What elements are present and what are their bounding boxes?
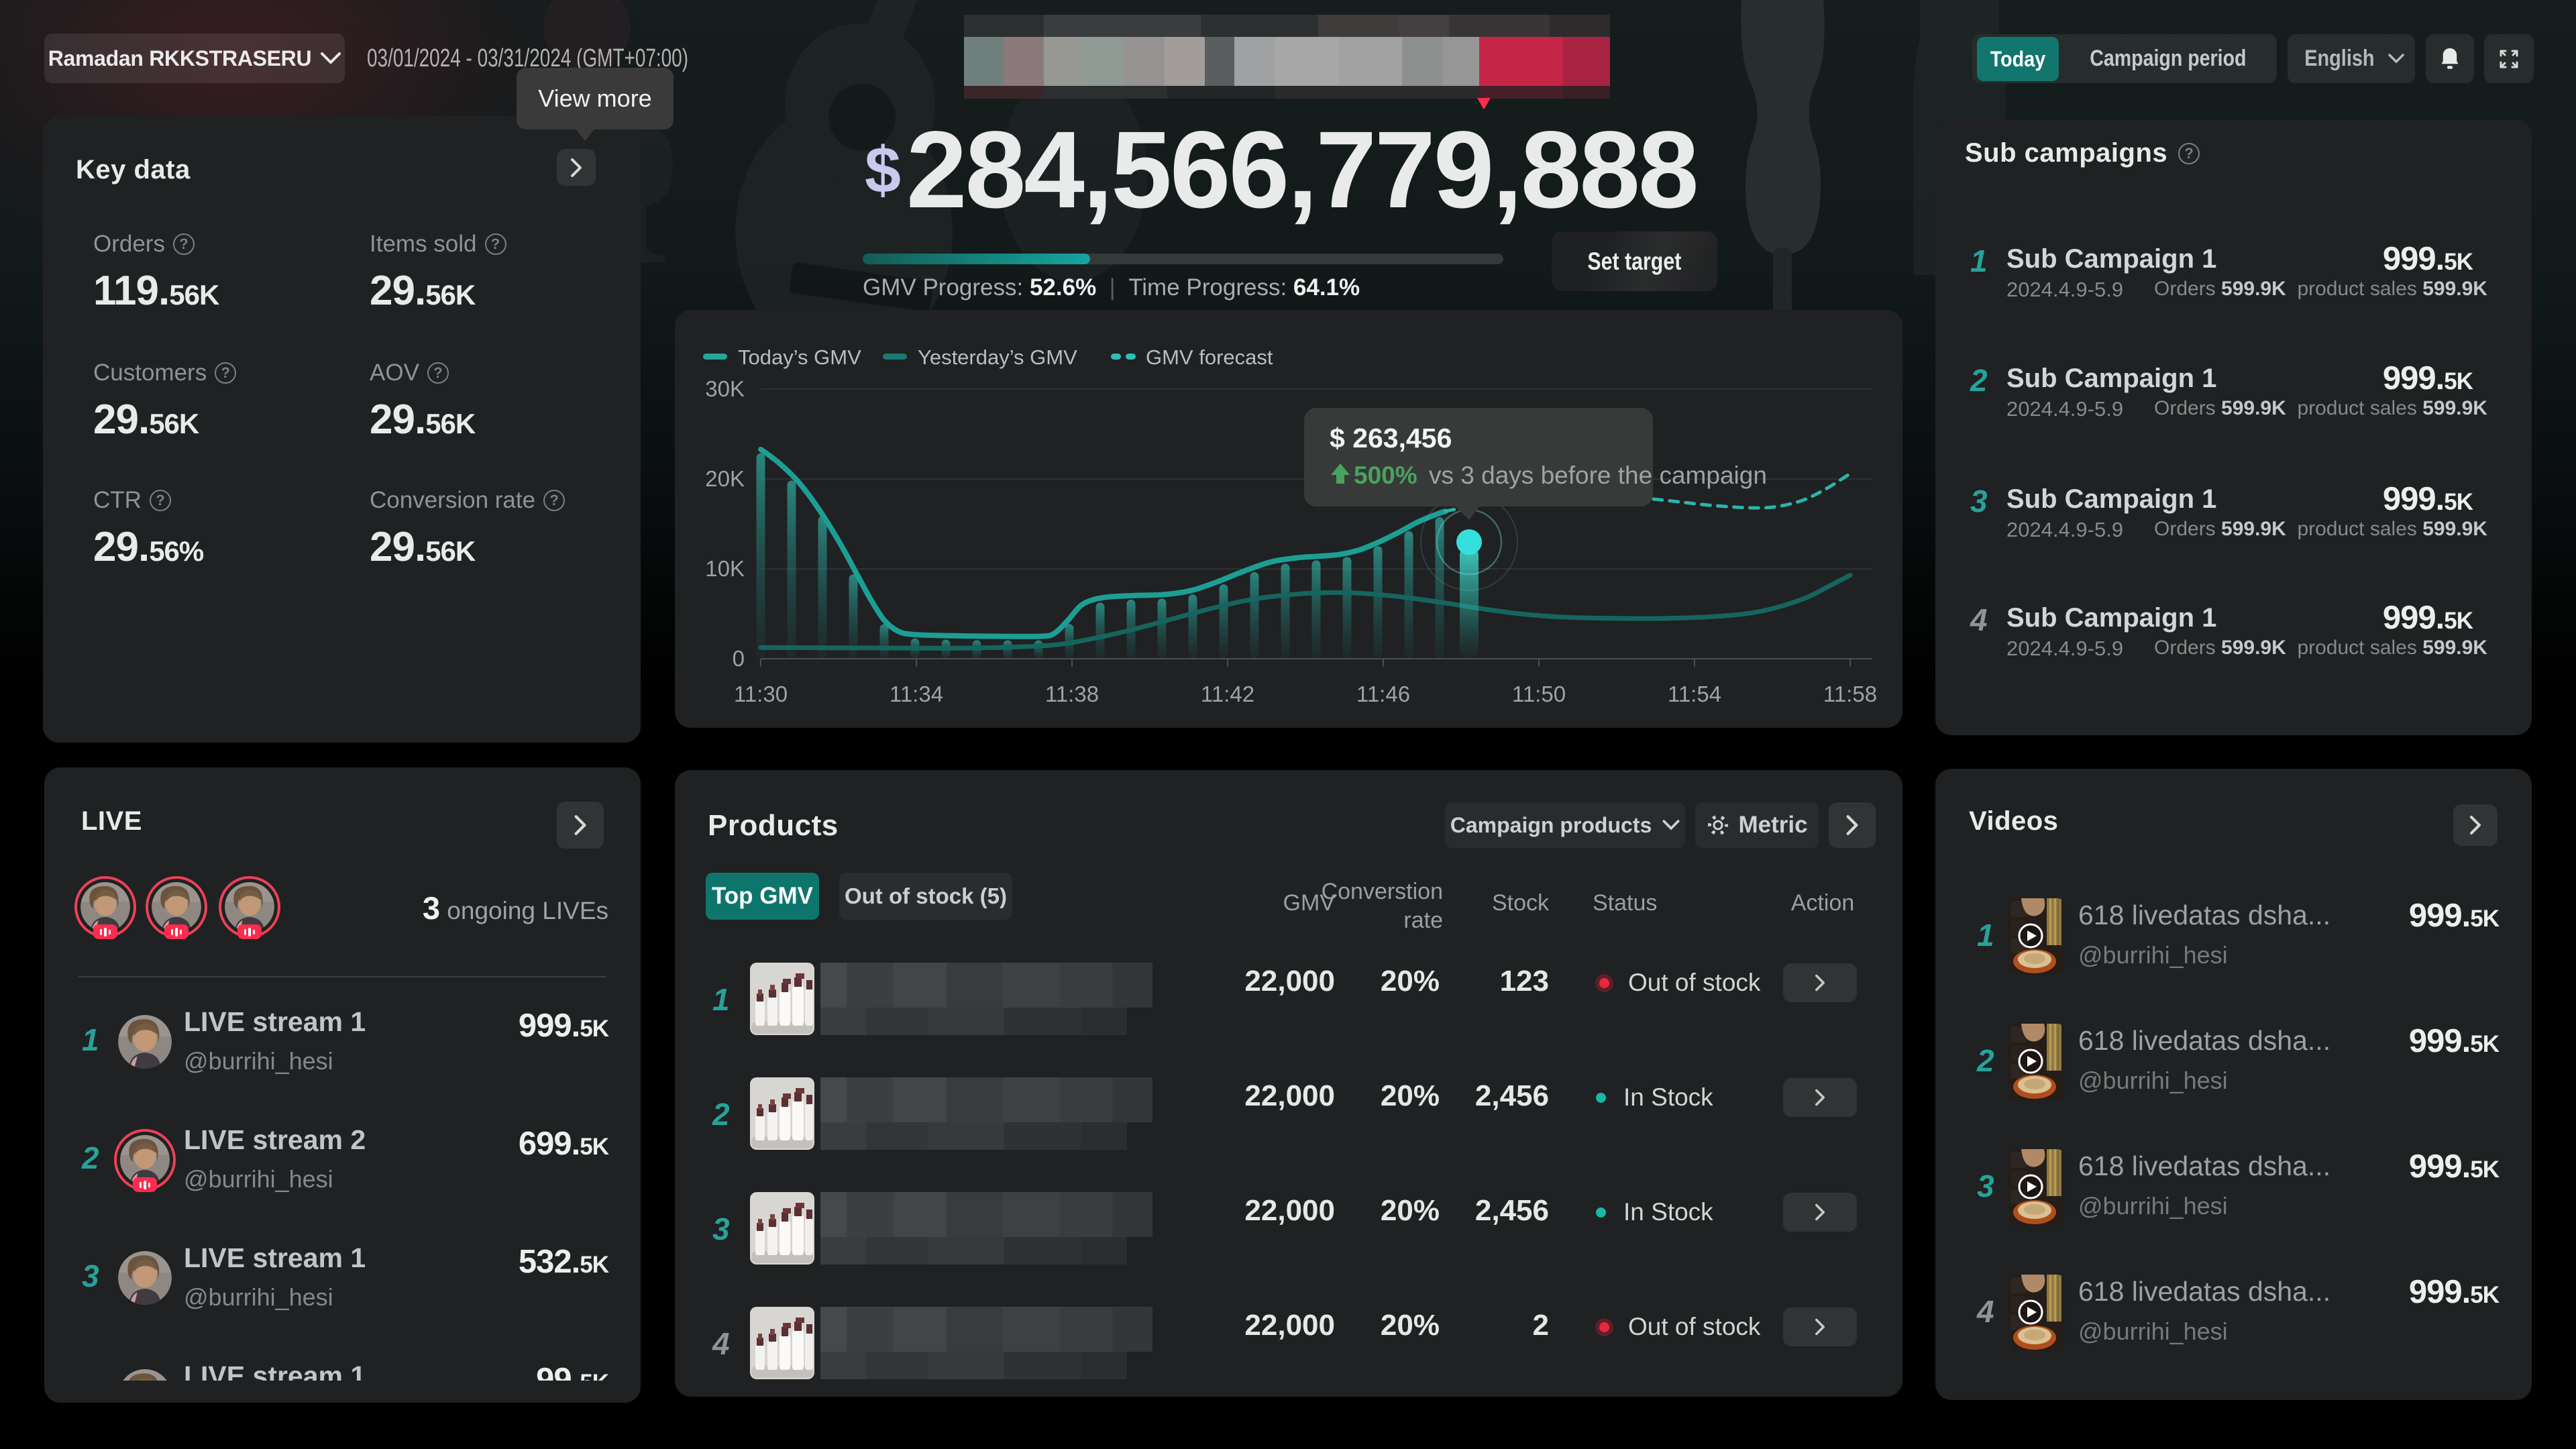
svg-text:500%: 500% (1354, 462, 1417, 489)
svg-text:$ 263,456: $ 263,456 (1330, 423, 1452, 453)
svg-text:10K: 10K (705, 556, 745, 581)
svg-text:11:38: 11:38 (1045, 682, 1099, 706)
svg-text:30K: 30K (705, 376, 745, 401)
svg-text:11:58: 11:58 (1823, 682, 1877, 706)
svg-text:20K: 20K (705, 466, 745, 491)
svg-text:11:50: 11:50 (1512, 682, 1566, 706)
svg-text:Today’s GMV: Today’s GMV (738, 345, 861, 369)
svg-text:11:42: 11:42 (1201, 682, 1254, 706)
svg-text:Yesterday’s GMV: Yesterday’s GMV (918, 345, 1077, 369)
svg-text:11:30: 11:30 (734, 682, 788, 706)
svg-text:GMV forecast: GMV forecast (1146, 345, 1273, 369)
svg-text:0: 0 (733, 646, 745, 671)
svg-text:11:34: 11:34 (890, 682, 943, 706)
svg-text:11:54: 11:54 (1668, 682, 1721, 706)
svg-text:vs 3 days before the campaign: vs 3 days before the campaign (1429, 462, 1767, 489)
svg-text:11:46: 11:46 (1356, 682, 1410, 706)
